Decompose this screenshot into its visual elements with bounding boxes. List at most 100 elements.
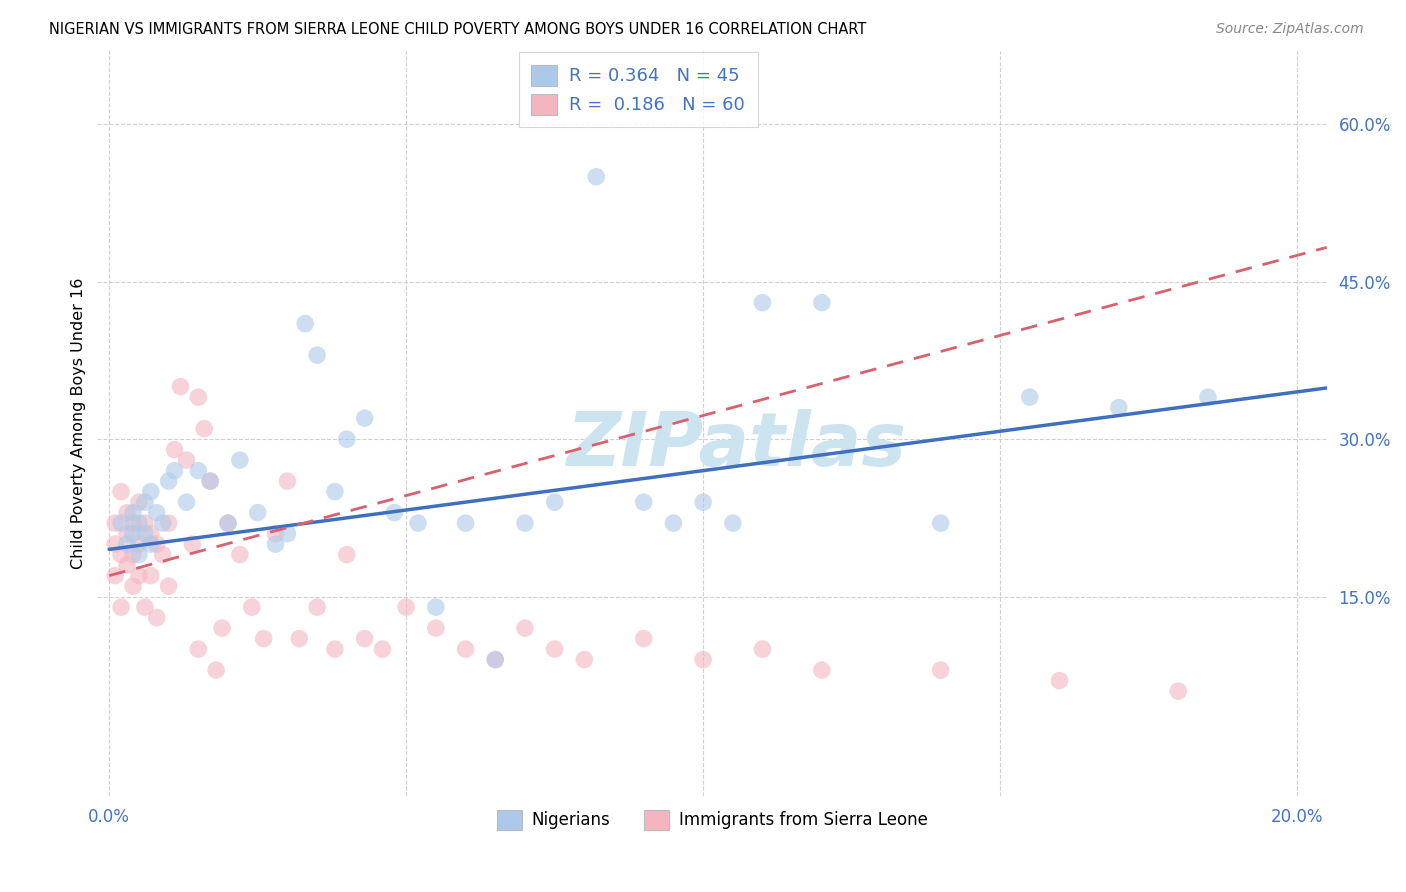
- Point: [217, 516, 239, 530]
- Point: [134, 600, 156, 615]
- Point: [264, 526, 287, 541]
- Point: [157, 516, 180, 530]
- Point: [323, 642, 346, 657]
- Point: [128, 568, 150, 582]
- Point: [574, 652, 596, 666]
- Point: [134, 526, 156, 541]
- Point: [193, 422, 215, 436]
- Point: [128, 516, 150, 530]
- Point: [115, 506, 138, 520]
- Point: [323, 484, 346, 499]
- Point: [128, 495, 150, 509]
- Point: [110, 484, 132, 499]
- Point: [454, 642, 477, 657]
- Point: [929, 663, 952, 677]
- Point: [122, 526, 145, 541]
- Point: [1197, 390, 1219, 404]
- Point: [307, 600, 329, 615]
- Point: [336, 548, 359, 562]
- Point: [104, 516, 127, 530]
- Point: [395, 600, 418, 615]
- Point: [198, 474, 221, 488]
- Point: [751, 642, 773, 657]
- Point: [692, 495, 714, 509]
- Point: [198, 474, 221, 488]
- Point: [187, 390, 209, 404]
- Point: [145, 537, 167, 551]
- Point: [122, 579, 145, 593]
- Point: [163, 464, 186, 478]
- Point: [484, 652, 506, 666]
- Point: [371, 642, 394, 657]
- Point: [104, 537, 127, 551]
- Point: [134, 516, 156, 530]
- Point: [139, 484, 162, 499]
- Point: [139, 537, 162, 551]
- Point: [1049, 673, 1071, 688]
- Point: [115, 537, 138, 551]
- Point: [115, 558, 138, 573]
- Point: [513, 621, 536, 635]
- Point: [1108, 401, 1130, 415]
- Point: [104, 568, 127, 582]
- Legend: Nigerians, Immigrants from Sierra Leone: Nigerians, Immigrants from Sierra Leone: [489, 804, 934, 836]
- Point: [240, 600, 263, 615]
- Point: [353, 411, 375, 425]
- Point: [276, 474, 298, 488]
- Point: [187, 642, 209, 657]
- Point: [145, 610, 167, 624]
- Point: [157, 579, 180, 593]
- Point: [425, 600, 447, 615]
- Text: Source: ZipAtlas.com: Source: ZipAtlas.com: [1216, 22, 1364, 37]
- Point: [633, 495, 655, 509]
- Point: [128, 548, 150, 562]
- Point: [187, 464, 209, 478]
- Point: [1167, 684, 1189, 698]
- Text: ZIPatlas: ZIPatlas: [567, 409, 907, 483]
- Text: NIGERIAN VS IMMIGRANTS FROM SIERRA LEONE CHILD POVERTY AMONG BOYS UNDER 16 CORRE: NIGERIAN VS IMMIGRANTS FROM SIERRA LEONE…: [49, 22, 866, 37]
- Point: [929, 516, 952, 530]
- Point: [139, 526, 162, 541]
- Point: [152, 516, 174, 530]
- Point: [382, 506, 405, 520]
- Point: [152, 548, 174, 562]
- Y-axis label: Child Poverty Among Boys Under 16: Child Poverty Among Boys Under 16: [72, 277, 86, 569]
- Point: [454, 516, 477, 530]
- Point: [128, 537, 150, 551]
- Point: [134, 495, 156, 509]
- Point: [1018, 390, 1040, 404]
- Point: [307, 348, 329, 362]
- Point: [692, 652, 714, 666]
- Point: [122, 506, 145, 520]
- Point: [543, 495, 565, 509]
- Point: [288, 632, 311, 646]
- Point: [721, 516, 744, 530]
- Point: [543, 642, 565, 657]
- Point: [264, 537, 287, 551]
- Point: [163, 442, 186, 457]
- Point: [585, 169, 607, 184]
- Point: [211, 621, 233, 635]
- Point: [229, 453, 252, 467]
- Point: [294, 317, 316, 331]
- Point: [353, 632, 375, 646]
- Point: [145, 506, 167, 520]
- Point: [633, 632, 655, 646]
- Point: [246, 506, 269, 520]
- Point: [122, 516, 145, 530]
- Point: [276, 526, 298, 541]
- Point: [110, 516, 132, 530]
- Point: [425, 621, 447, 635]
- Point: [176, 453, 198, 467]
- Point: [217, 516, 239, 530]
- Point: [110, 548, 132, 562]
- Point: [253, 632, 276, 646]
- Point: [811, 663, 834, 677]
- Point: [406, 516, 429, 530]
- Point: [811, 295, 834, 310]
- Point: [169, 379, 191, 393]
- Point: [229, 548, 252, 562]
- Point: [484, 652, 506, 666]
- Point: [751, 295, 773, 310]
- Point: [336, 432, 359, 446]
